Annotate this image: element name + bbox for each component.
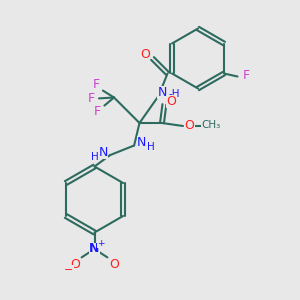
Text: -H: -H (168, 89, 180, 100)
Text: N: N (137, 136, 146, 149)
Text: O: O (185, 119, 194, 132)
Text: F: F (92, 77, 100, 91)
Text: F: F (242, 69, 249, 82)
Text: H: H (147, 142, 154, 152)
Text: N: N (89, 242, 100, 256)
Text: N: N (99, 146, 108, 159)
Text: N: N (158, 86, 167, 99)
Text: O: O (140, 48, 150, 62)
Text: O: O (166, 95, 176, 108)
Text: O: O (109, 257, 119, 271)
Text: CH₃: CH₃ (201, 120, 220, 130)
Text: F: F (87, 92, 94, 106)
Text: O: O (70, 257, 80, 271)
Text: +: + (98, 239, 105, 248)
Text: H: H (91, 152, 98, 162)
Text: −: − (64, 265, 74, 275)
Text: F: F (94, 105, 101, 118)
